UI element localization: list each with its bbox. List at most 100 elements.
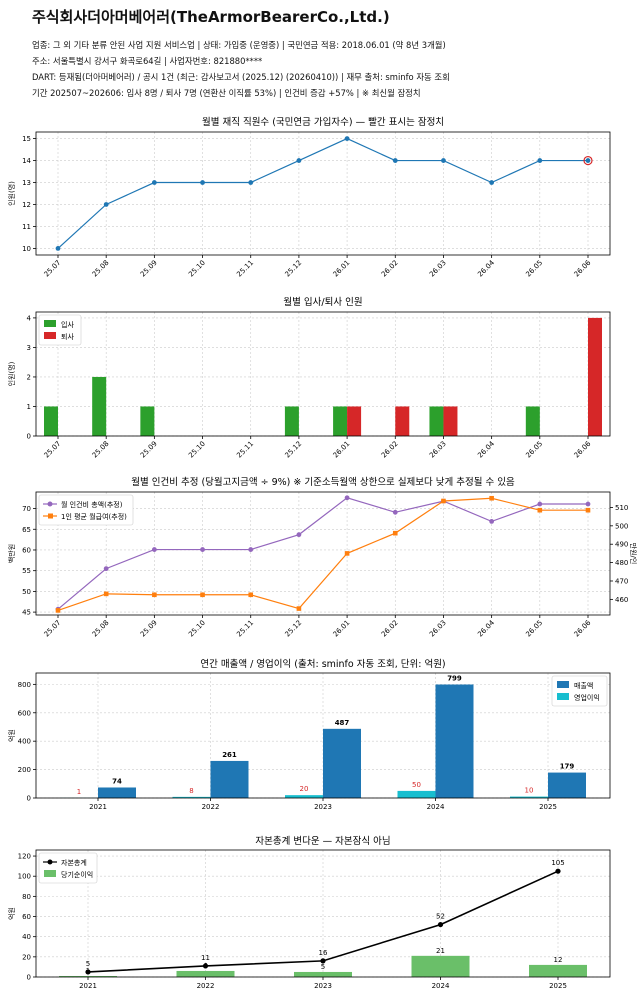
- data-point-circle: [248, 547, 254, 552]
- y2-axis-label: 만원/인: [629, 543, 638, 565]
- y-tick-label: 55: [22, 567, 31, 575]
- y2-tick-label: 510: [615, 504, 628, 512]
- x-tick-label: 2021: [89, 803, 107, 811]
- bar-net-income: [294, 971, 352, 977]
- bar-revenue: [98, 787, 136, 798]
- bar-operating-profit: [397, 790, 436, 798]
- data-point-circle: [344, 495, 350, 501]
- y-tick-label: 60: [22, 546, 31, 554]
- bar-hire: [333, 406, 348, 436]
- data-point-square: [200, 592, 205, 598]
- bar-revenue: [210, 760, 249, 798]
- x-tick-label: 26.06: [573, 439, 593, 459]
- data-point-square: [296, 606, 302, 611]
- bar-operating-profit: [510, 796, 548, 798]
- y-tick-label: 600: [18, 709, 31, 717]
- bar-net-income: [176, 970, 235, 977]
- data-point-circle: [489, 519, 495, 524]
- data-point-square: [103, 591, 109, 597]
- info-line-period: 기간 202507~202606: 입사 8명 / 퇴사 7명 (연환산 이직률…: [32, 88, 421, 98]
- data-point: [200, 180, 205, 185]
- x-tick-label: 2025: [539, 803, 557, 811]
- data-point-square: [392, 530, 398, 536]
- y-tick-label: 13: [22, 179, 31, 187]
- x-tick-label: 26.02: [380, 619, 400, 639]
- x-tick-label: 2023: [314, 982, 332, 990]
- y-tick-label: 10: [22, 245, 31, 253]
- x-tick-label: 26.04: [476, 439, 496, 459]
- bar-revenue: [323, 728, 361, 798]
- y-tick-label: 120: [18, 853, 31, 861]
- data-point-square: [489, 495, 494, 501]
- legend-label: 영업이익: [574, 693, 600, 702]
- x-tick-label: 25.12: [283, 259, 303, 279]
- x-tick-label: 26.05: [524, 619, 544, 639]
- data-point: [537, 158, 543, 163]
- y-tick-label: 60: [22, 913, 31, 921]
- y2-tick-label: 500: [615, 522, 628, 530]
- y-tick-label: 50: [22, 588, 31, 596]
- value-label-operating-profit: 1: [77, 788, 81, 796]
- bar-hire: [140, 406, 155, 436]
- plot-frame: [35, 311, 611, 437]
- x-tick-label: 26.01: [332, 440, 352, 460]
- legend-label: 1인 평균 월급여(추정): [61, 512, 127, 521]
- company-header: 주식회사더아머베어러(TheArmorBearerCo.,Ltd.) 업종: 그…: [0, 0, 640, 110]
- x-tick-label: 2022: [202, 803, 220, 811]
- value-label-operating-profit: 10: [525, 787, 534, 795]
- value-label-revenue: 179: [560, 763, 575, 771]
- y2-tick-label: 480: [615, 559, 628, 567]
- y-tick-label: 12: [22, 201, 31, 209]
- info-line-address: 주소: 서울특별시 강서구 화곡로64길 | 사업자번호: 821880****: [32, 56, 263, 66]
- plot-frame: [35, 672, 611, 799]
- value-label-equity: 11: [201, 954, 210, 962]
- y-axis-label: 백만원: [7, 544, 16, 563]
- x-tick-label: 25.09: [139, 619, 159, 639]
- x-tick-label: 25.12: [283, 440, 303, 460]
- data-point-circle: [200, 547, 205, 552]
- x-tick-label: 26.06: [573, 618, 593, 638]
- data-point-circle: [151, 547, 157, 552]
- bar-exit: [443, 406, 458, 436]
- x-tick-label: 25.11: [235, 259, 255, 279]
- legend-label: 당기순이익: [61, 870, 93, 879]
- legend-swatch: [44, 320, 56, 327]
- data-point-circle: [103, 566, 109, 572]
- data-point: [441, 158, 446, 163]
- value-label-revenue: 74: [112, 777, 122, 785]
- y2-tick-label: 470: [615, 577, 628, 585]
- x-tick-label: 25.07: [43, 440, 63, 460]
- x-tick-label: 2024: [427, 803, 445, 811]
- info-line-industry: 업종: 그 외 기타 분류 안된 사업 지원 서비스업 | 상태: 가입중 (운…: [32, 40, 446, 50]
- data-point-equity: [555, 868, 561, 874]
- x-tick-label: 26.06: [573, 258, 593, 278]
- x-tick-label: 26.05: [524, 440, 544, 460]
- y-tick-label: 11: [22, 223, 31, 231]
- data-point-square: [248, 592, 254, 598]
- x-tick-label: 26.03: [428, 259, 448, 279]
- chart-title: 월별 입사/퇴사 인원: [283, 296, 362, 308]
- bar-operating-profit: [285, 795, 323, 798]
- data-point-square: [152, 592, 157, 598]
- y-tick-label: 800: [18, 681, 31, 689]
- x-tick-label: 25.08: [91, 619, 111, 639]
- data-point: [585, 158, 591, 163]
- y-axis-label: 인원(명): [7, 181, 16, 206]
- chart-title: 월별 인건비 추정 (당월고지금액 ÷ 9%) ※ 기준소득월액 상한으로 실제…: [131, 476, 515, 488]
- x-tick-label: 25.12: [283, 619, 303, 639]
- data-point-equity: [85, 969, 91, 975]
- x-tick-label: 25.11: [235, 440, 255, 460]
- revenue-profit-bar-chart: 연간 매출액 / 영업이익 (출처: sminfo 자동 조회, 단위: 억원)…: [7, 658, 611, 811]
- bar-net-income: [529, 964, 587, 977]
- value-label-operating-profit: 20: [300, 785, 309, 793]
- bar-revenue: [548, 772, 586, 798]
- y-tick-label: 1: [27, 403, 31, 411]
- data-point-circle: [296, 532, 302, 538]
- y-axis-label: 억원: [7, 907, 16, 920]
- value-label-net-income: 5: [321, 963, 325, 971]
- legend-box: [38, 314, 82, 346]
- series-line: [57, 137, 588, 249]
- series-line-1: [57, 497, 588, 611]
- bar-net-income: [59, 975, 117, 977]
- value-label-operating-profit: 8: [189, 787, 193, 795]
